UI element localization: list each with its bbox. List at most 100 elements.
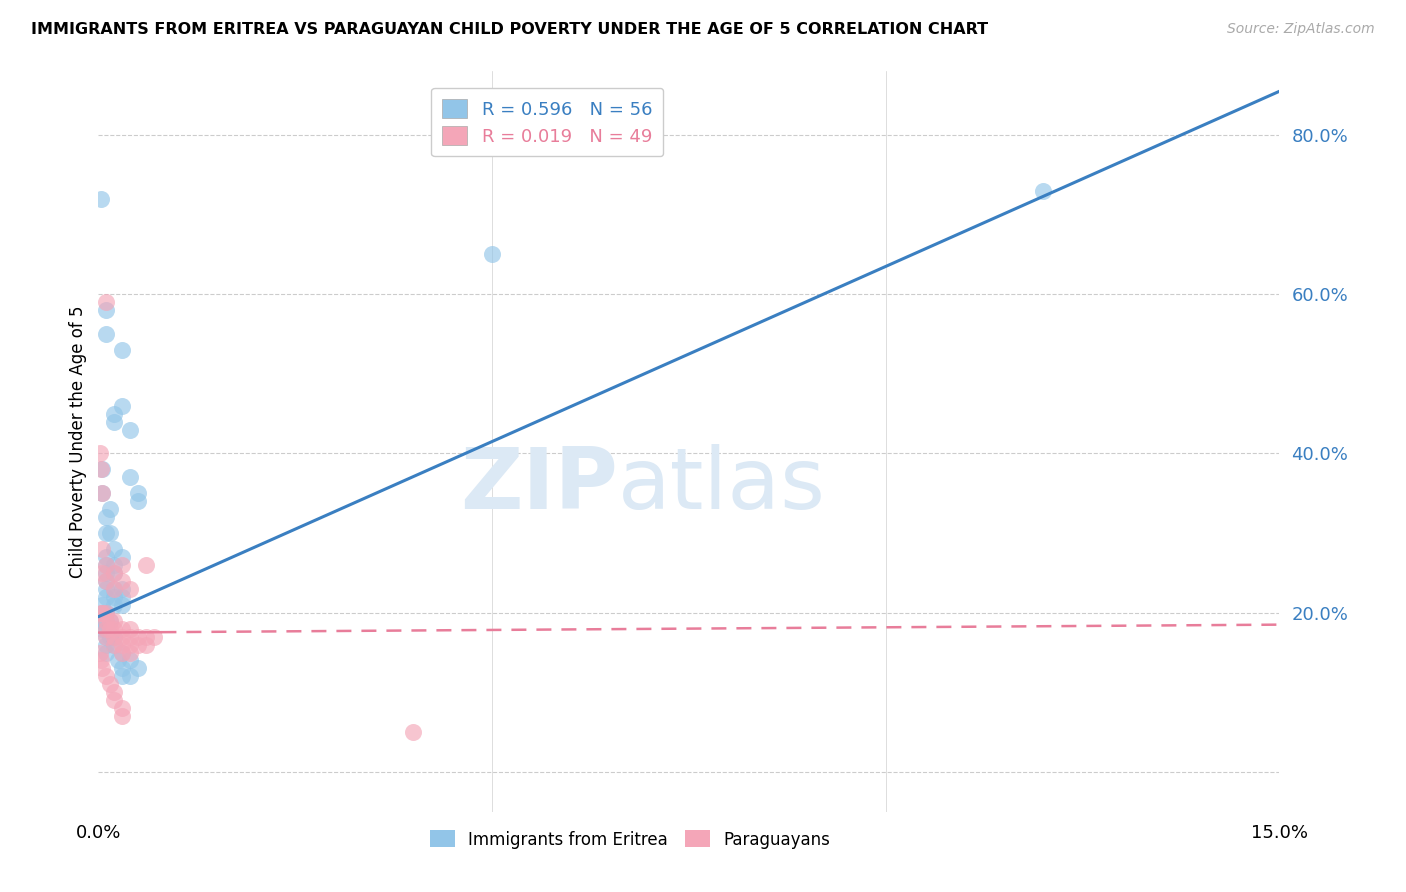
Point <box>127 486 149 500</box>
Point <box>91 541 114 556</box>
Point <box>111 399 134 413</box>
Point <box>98 677 121 691</box>
Point <box>90 606 112 620</box>
Point <box>118 669 141 683</box>
Point <box>111 646 134 660</box>
Point <box>96 622 118 636</box>
Point <box>96 606 118 620</box>
Point <box>91 598 114 612</box>
Point <box>118 653 141 667</box>
Point <box>103 590 125 604</box>
Point <box>111 701 134 715</box>
Point <box>111 669 134 683</box>
Point <box>96 614 118 628</box>
Point <box>96 574 118 588</box>
Point <box>111 343 134 357</box>
Point <box>98 622 121 636</box>
Text: IMMIGRANTS FROM ERITREA VS PARAGUAYAN CHILD POVERTY UNDER THE AGE OF 5 CORRELATI: IMMIGRANTS FROM ERITREA VS PARAGUAYAN CH… <box>31 22 988 37</box>
Point <box>103 630 125 644</box>
Point <box>103 638 125 652</box>
Point <box>118 423 141 437</box>
Point <box>103 558 125 572</box>
Point <box>111 549 134 564</box>
Point <box>96 630 118 644</box>
Text: ZIP: ZIP <box>460 444 619 527</box>
Point <box>98 614 121 628</box>
Point <box>91 614 114 628</box>
Point <box>103 598 125 612</box>
Point <box>103 622 125 636</box>
Point <box>91 462 114 476</box>
Point <box>111 574 134 588</box>
Point <box>98 526 121 541</box>
Point <box>142 630 165 644</box>
Point <box>96 327 118 342</box>
Point <box>96 566 118 580</box>
Point <box>127 494 149 508</box>
Point <box>96 295 118 310</box>
Point <box>111 590 134 604</box>
Point <box>96 303 118 318</box>
Point <box>91 566 114 580</box>
Point <box>91 606 114 620</box>
Point <box>89 646 111 660</box>
Point <box>90 462 112 476</box>
Point <box>111 661 134 675</box>
Text: Source: ZipAtlas.com: Source: ZipAtlas.com <box>1227 22 1375 37</box>
Point <box>103 566 125 580</box>
Point <box>103 582 125 596</box>
Point <box>118 622 141 636</box>
Point <box>111 622 134 636</box>
Point <box>103 541 125 556</box>
Point <box>103 407 125 421</box>
Point <box>103 614 125 628</box>
Point <box>103 566 125 580</box>
Point <box>111 598 134 612</box>
Point <box>96 582 118 596</box>
Point <box>103 638 125 652</box>
Point <box>111 630 134 644</box>
Point <box>91 661 114 675</box>
Point <box>118 470 141 484</box>
Point <box>111 582 134 596</box>
Point <box>98 614 121 628</box>
Point <box>103 415 125 429</box>
Point <box>96 622 118 636</box>
Point <box>91 486 114 500</box>
Point <box>90 653 112 667</box>
Point <box>111 638 134 652</box>
Point <box>89 446 111 460</box>
Point <box>118 638 141 652</box>
Point <box>103 685 125 699</box>
Point <box>103 693 125 707</box>
Point <box>135 638 157 652</box>
Point <box>96 606 118 620</box>
Point <box>91 622 114 636</box>
Point <box>107 653 129 667</box>
Y-axis label: Child Poverty Under the Age of 5: Child Poverty Under the Age of 5 <box>69 305 87 578</box>
Point <box>127 630 149 644</box>
Point <box>127 661 149 675</box>
Point <box>96 646 118 660</box>
Point <box>1032 184 1054 198</box>
Point <box>127 638 149 652</box>
Point <box>135 630 157 644</box>
Point <box>118 630 141 644</box>
Point <box>96 638 118 652</box>
Point <box>402 725 425 739</box>
Point <box>96 510 118 524</box>
Point <box>111 558 134 572</box>
Text: atlas: atlas <box>619 444 827 527</box>
Point <box>91 486 114 500</box>
Point <box>96 590 118 604</box>
Point <box>96 630 118 644</box>
Point <box>96 669 118 683</box>
Point <box>96 614 118 628</box>
Point <box>118 646 141 660</box>
Point <box>103 630 125 644</box>
Point <box>90 192 112 206</box>
Point <box>96 526 118 541</box>
Point <box>96 558 118 572</box>
Point <box>111 646 134 660</box>
Point <box>103 582 125 596</box>
